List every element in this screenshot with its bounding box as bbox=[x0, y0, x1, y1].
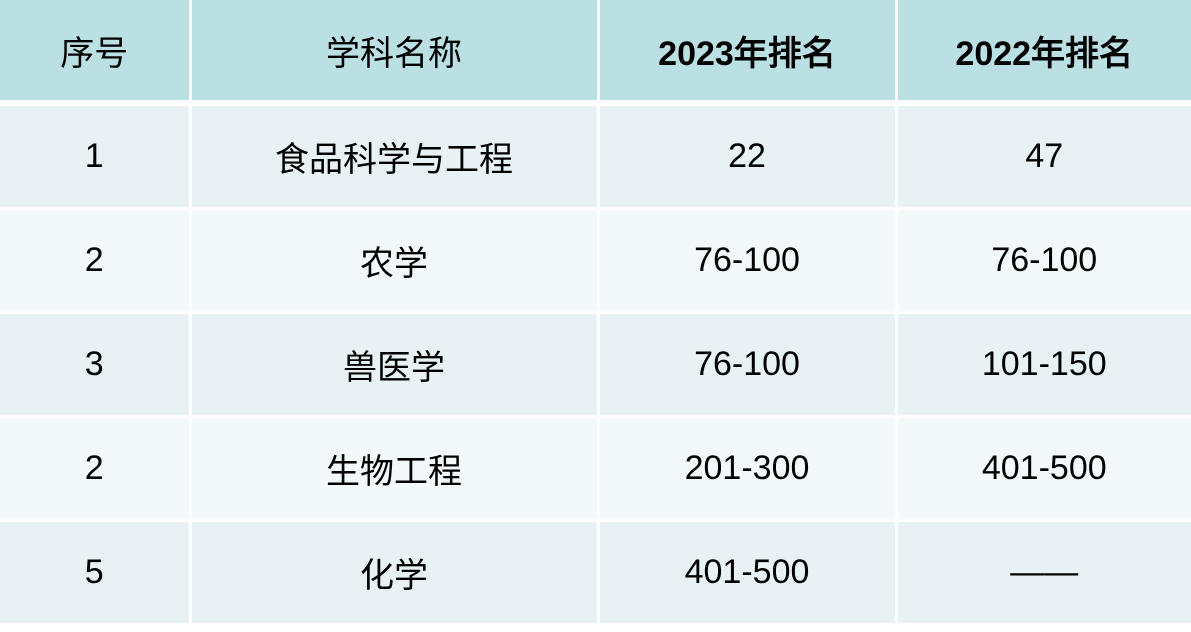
cell-subject: 化学 bbox=[188, 519, 600, 626]
cell-rank-2022: —— bbox=[894, 519, 1191, 626]
cell-rank-2022: 401-500 bbox=[894, 415, 1191, 522]
header-rank-2023: 2023年排名 bbox=[596, 0, 898, 105]
table-row: 2 生物工程 201-300 401-500 bbox=[0, 415, 1191, 522]
cell-rank-2023: 76-100 bbox=[596, 207, 898, 314]
table-row: 1 食品科学与工程 22 47 bbox=[0, 101, 1191, 210]
table-row: 2 农学 76-100 76-100 bbox=[0, 207, 1191, 314]
cell-index: 1 bbox=[0, 101, 192, 210]
cell-rank-2022: 47 bbox=[894, 101, 1191, 210]
table-row: 3 兽医学 76-100 101-150 bbox=[0, 311, 1191, 418]
cell-subject: 食品科学与工程 bbox=[188, 101, 600, 210]
cell-rank-2022: 76-100 bbox=[894, 207, 1191, 314]
header-index: 序号 bbox=[0, 0, 192, 105]
cell-rank-2023: 76-100 bbox=[596, 311, 898, 418]
header-subject: 学科名称 bbox=[188, 0, 600, 105]
cell-index: 2 bbox=[0, 415, 192, 522]
cell-index: 2 bbox=[0, 207, 192, 314]
cell-index: 5 bbox=[0, 519, 192, 626]
cell-subject: 生物工程 bbox=[188, 415, 600, 522]
header-row: 序号 学科名称 2023年排名 2022年排名 bbox=[0, 0, 1191, 105]
cell-subject: 农学 bbox=[188, 207, 600, 314]
cell-subject: 兽医学 bbox=[188, 311, 600, 418]
header-rank-2022: 2022年排名 bbox=[894, 0, 1191, 105]
cell-rank-2023: 401-500 bbox=[596, 519, 898, 626]
table-row: 5 化学 401-500 —— bbox=[0, 519, 1191, 626]
cell-rank-2022: 101-150 bbox=[894, 311, 1191, 418]
cell-index: 3 bbox=[0, 311, 192, 418]
cell-rank-2023: 201-300 bbox=[596, 415, 898, 522]
cell-rank-2023: 22 bbox=[596, 101, 898, 210]
